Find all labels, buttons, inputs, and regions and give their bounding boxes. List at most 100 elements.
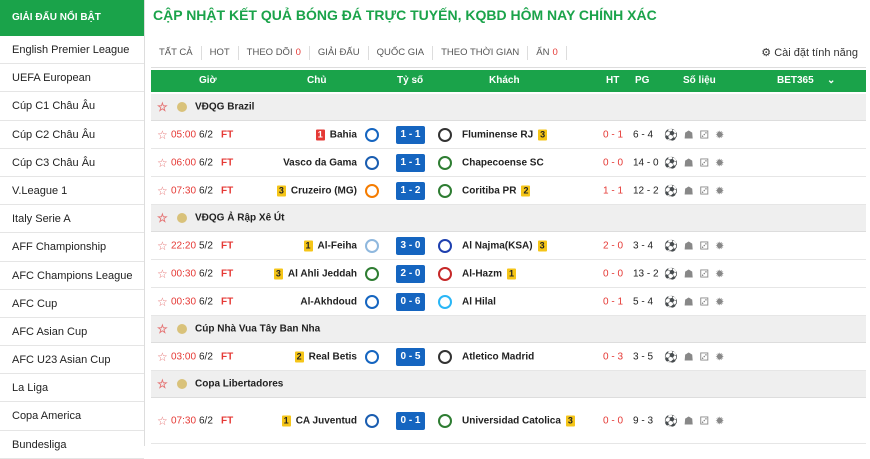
league-name[interactable]: VĐQG Ả Rập Xê Út (195, 212, 285, 224)
score[interactable]: 1 - 2 (396, 181, 425, 200)
favorite-star[interactable]: ☆ (157, 322, 168, 336)
sidebar-item[interactable]: Cúp C3 Châu Âu (0, 149, 144, 177)
tab-label[interactable]: ẨN (536, 46, 550, 58)
away-name: Universidad Catolica (462, 415, 561, 426)
favorite-star[interactable]: ☆ (157, 127, 168, 142)
tab[interactable]: HOT (202, 45, 239, 60)
league-name[interactable]: Cúp Nhà Vua Tây Ban Nha (195, 323, 321, 335)
home-team[interactable]: 3 Al Ahli Jeddah (273, 268, 357, 279)
away-team[interactable]: Chapecoense SC (462, 157, 602, 168)
stats-icons[interactable]: ⚽☗⚂✹ (664, 157, 731, 169)
home-team[interactable]: Al-Akhdoud (300, 296, 357, 307)
tab-label[interactable]: HOT (209, 46, 230, 58)
away-card: 1 (507, 268, 517, 279)
score[interactable]: 1 - 1 (396, 153, 425, 172)
away-name: Fluminense RJ (462, 129, 534, 140)
sidebar-item[interactable]: UEFA European (0, 64, 144, 93)
home-card: 1 (281, 415, 291, 426)
score[interactable]: 0 - 1 (396, 411, 425, 430)
sidebar-item[interactable]: AFC Asian Cup (0, 318, 144, 347)
settings-link[interactable]: ⚙ Cài đặt tính năng (761, 47, 858, 59)
home-team[interactable]: 3 Cruzeiro (MG) (276, 185, 357, 196)
sidebar: GIẢI ĐẤU NỔI BẬT English Premier League U… (0, 0, 145, 459)
score[interactable]: 2 - 0 (396, 264, 425, 283)
away-team[interactable]: Universidad Catolica 3 (462, 415, 602, 426)
favorite-star[interactable]: ☆ (157, 349, 168, 364)
stats-icons[interactable]: ⚽☗⚂✹ (664, 240, 731, 252)
col-bet[interactable]: BET365 (777, 75, 814, 86)
sidebar-item[interactable]: Italy Serie A (0, 205, 144, 234)
sidebar-item[interactable]: Cúp C1 Châu Âu (0, 92, 144, 121)
stats-icons[interactable]: ⚽☗⚂✹ (664, 185, 731, 197)
away-team[interactable]: Coritiba PR 2 (462, 185, 602, 196)
match-status: FT (221, 351, 234, 362)
tab-label[interactable]: THEO THỜI GIAN (441, 46, 520, 58)
sidebar-item[interactable]: Cúp C2 Châu Âu (0, 121, 144, 149)
favorite-star[interactable]: ☆ (157, 413, 168, 428)
home-card: 3 (276, 185, 286, 196)
sidebar-item[interactable]: AFC Champions League (0, 262, 144, 290)
favorite-star[interactable]: ☆ (157, 294, 168, 309)
home-team[interactable]: 1 Bahia (315, 129, 357, 140)
tab[interactable]: THEO THỜI GIAN (433, 45, 529, 60)
col-arrow[interactable]: ⌄ (827, 75, 836, 86)
sidebar-item[interactable]: V.League 1 (0, 177, 144, 206)
tab-count[interactable]: 0 (295, 46, 301, 58)
match-date: 6/2 (199, 157, 213, 168)
league-name[interactable]: VĐQG Brazil (195, 101, 255, 113)
stats-icons[interactable]: ⚽☗⚂✹ (664, 129, 731, 141)
tab[interactable]: QUỐC GIA (369, 45, 434, 60)
favorite-star[interactable]: ☆ (157, 377, 168, 391)
sidebar-item[interactable]: AFF Championship (0, 233, 144, 262)
settings-text[interactable]: Cài đặt tính năng (774, 47, 858, 59)
home-team[interactable]: 1 CA Juventud (281, 415, 357, 426)
stats-icons[interactable]: ⚽☗⚂✹ (664, 415, 731, 427)
score[interactable]: 0 - 5 (396, 347, 425, 366)
away-name: Atletico Madrid (462, 351, 535, 362)
score[interactable]: 0 - 6 (396, 292, 425, 311)
away-team[interactable]: Fluminense RJ 3 (462, 129, 602, 140)
home-name: Bahia (329, 129, 357, 140)
away-team[interactable]: Atletico Madrid (462, 351, 602, 362)
league-name[interactable]: Copa Libertadores (195, 378, 284, 390)
home-team[interactable]: Vasco da Gama (283, 157, 357, 168)
tab[interactable]: THEO DÕI 0 (239, 45, 310, 60)
favorite-star[interactable]: ☆ (157, 183, 168, 198)
tab[interactable]: TẤT CẢ (151, 45, 202, 60)
sidebar-item[interactable]: AFC U23 Asian Cup (0, 346, 144, 375)
half-time-score: 0 - 3 (603, 351, 624, 362)
tab-label[interactable]: TẤT CẢ (159, 46, 193, 58)
tab-count[interactable]: 0 (552, 46, 558, 58)
tab-label[interactable]: THEO DÕI (246, 46, 293, 58)
favorite-star[interactable]: ☆ (157, 100, 168, 114)
sidebar-item[interactable]: Copa America (0, 402, 144, 431)
away-name: Chapecoense SC (462, 157, 544, 168)
tab-label[interactable]: QUỐC GIA (376, 46, 425, 58)
match-status: FT (221, 157, 234, 168)
stats-icons[interactable]: ⚽☗⚂✹ (664, 268, 731, 280)
favorite-star[interactable]: ☆ (157, 266, 168, 281)
tab-label[interactable]: GIẢI ĐẤU (317, 46, 360, 58)
stats-icons[interactable]: ⚽☗⚂✹ (664, 351, 731, 363)
home-team[interactable]: 1 Al-Feiha (303, 240, 357, 251)
sidebar-item[interactable]: AFC Cup (0, 290, 144, 318)
favorite-star[interactable]: ☆ (157, 211, 168, 225)
col-stats: Số liệu (683, 75, 716, 86)
score[interactable]: 3 - 0 (396, 236, 425, 255)
tab[interactable]: ẨN 0 (528, 45, 567, 60)
stats-icons[interactable]: ⚽☗⚂✹ (664, 296, 731, 308)
sidebar-item[interactable]: English Premier League (0, 36, 144, 65)
home-team[interactable]: 2 Real Betis (294, 351, 357, 362)
away-team[interactable]: Al Najma(KSA) 3 (462, 240, 602, 251)
score[interactable]: 1 - 1 (396, 125, 425, 144)
sidebar-item[interactable]: Bundesliga (0, 431, 144, 459)
favorite-star[interactable]: ☆ (157, 238, 168, 253)
home-name: Al Ahli Jeddah (287, 268, 357, 279)
favorite-star[interactable]: ☆ (157, 155, 168, 170)
sidebar-item[interactable]: La Liga (0, 374, 144, 403)
tab[interactable]: GIẢI ĐẤU (310, 45, 369, 60)
team-logo (365, 155, 379, 170)
away-team[interactable]: Al Hilal (462, 296, 602, 307)
corner-score: 3 - 4 (633, 240, 654, 251)
away-team[interactable]: Al-Hazm 1 (462, 268, 602, 279)
